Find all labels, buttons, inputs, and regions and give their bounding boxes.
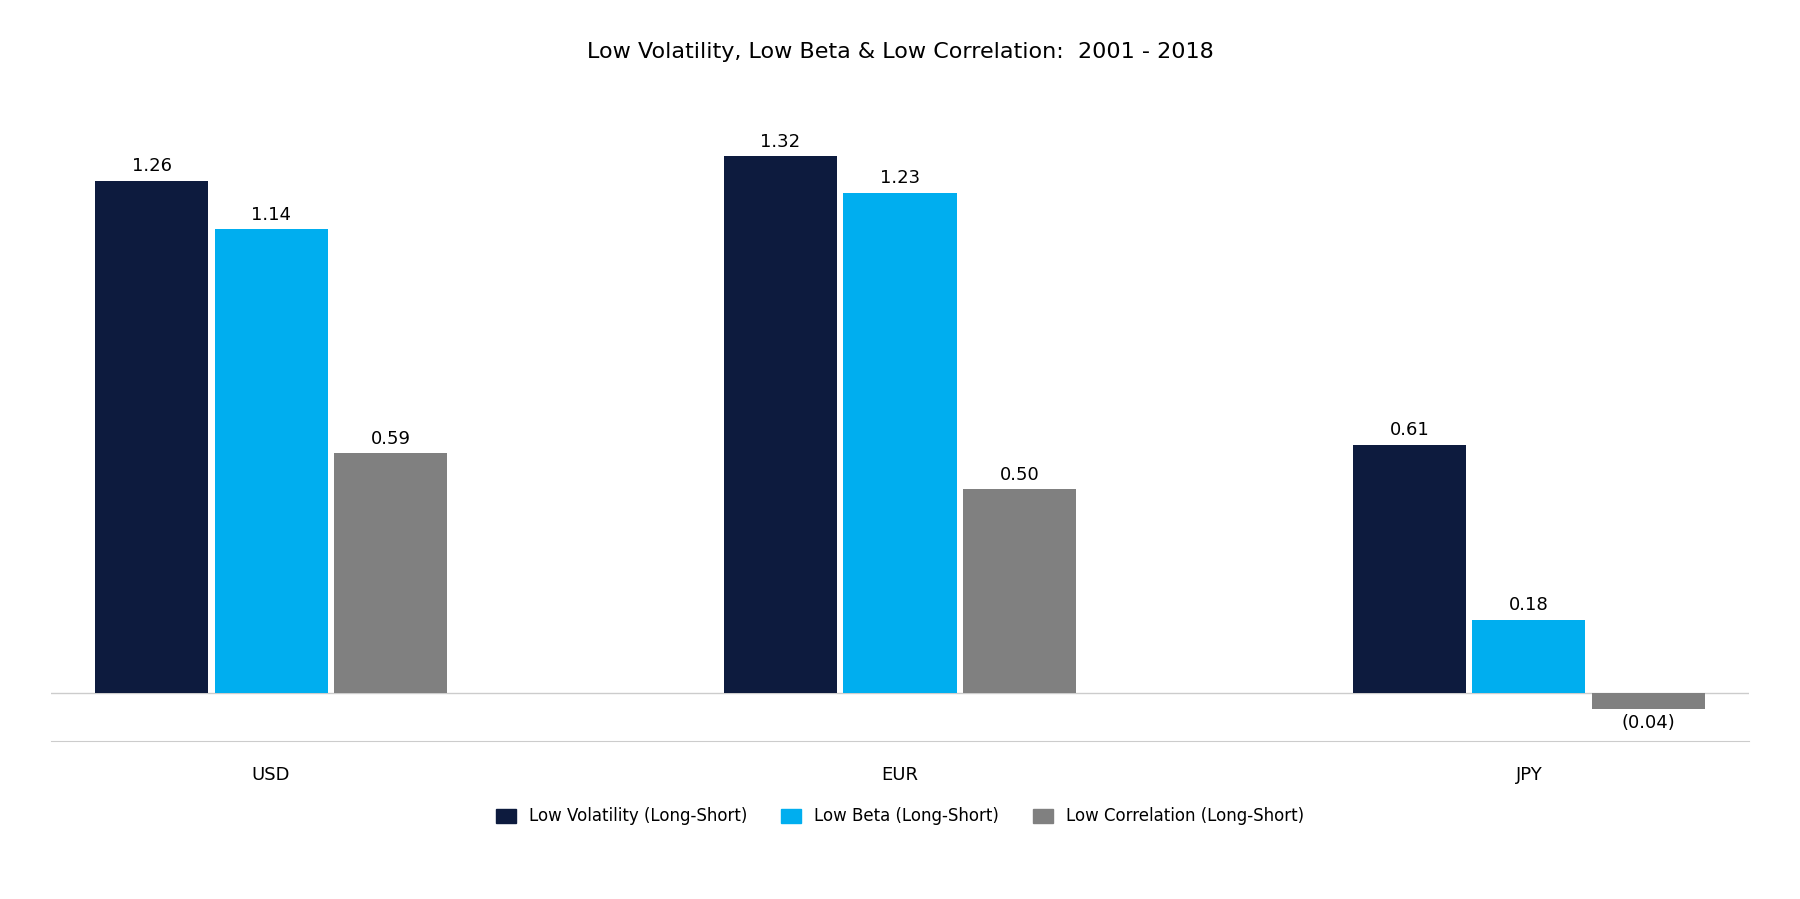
Text: 1.32: 1.32 (760, 133, 801, 151)
Text: 1.26: 1.26 (131, 157, 171, 175)
Bar (1354, 445, 1465, 693)
Text: 0.59: 0.59 (371, 430, 410, 448)
Text: 0.50: 0.50 (999, 467, 1039, 485)
Bar (214, 229, 328, 693)
Bar (95, 181, 209, 693)
Text: (0.04): (0.04) (1622, 714, 1676, 733)
Text: 1.14: 1.14 (252, 206, 292, 224)
Text: 0.18: 0.18 (1508, 596, 1548, 614)
Bar (963, 489, 1076, 693)
Bar (1591, 693, 1705, 709)
Bar (335, 453, 446, 693)
Bar (1472, 619, 1586, 693)
Text: 1.23: 1.23 (880, 169, 920, 187)
Text: 0.61: 0.61 (1390, 422, 1429, 440)
Legend: Low Volatility (Long-Short), Low Beta (Long-Short), Low Correlation (Long-Short): Low Volatility (Long-Short), Low Beta (L… (497, 807, 1303, 825)
Bar (844, 192, 956, 693)
Title: Low Volatility, Low Beta & Low Correlation:  2001 - 2018: Low Volatility, Low Beta & Low Correlati… (587, 42, 1213, 62)
Bar (724, 156, 837, 693)
